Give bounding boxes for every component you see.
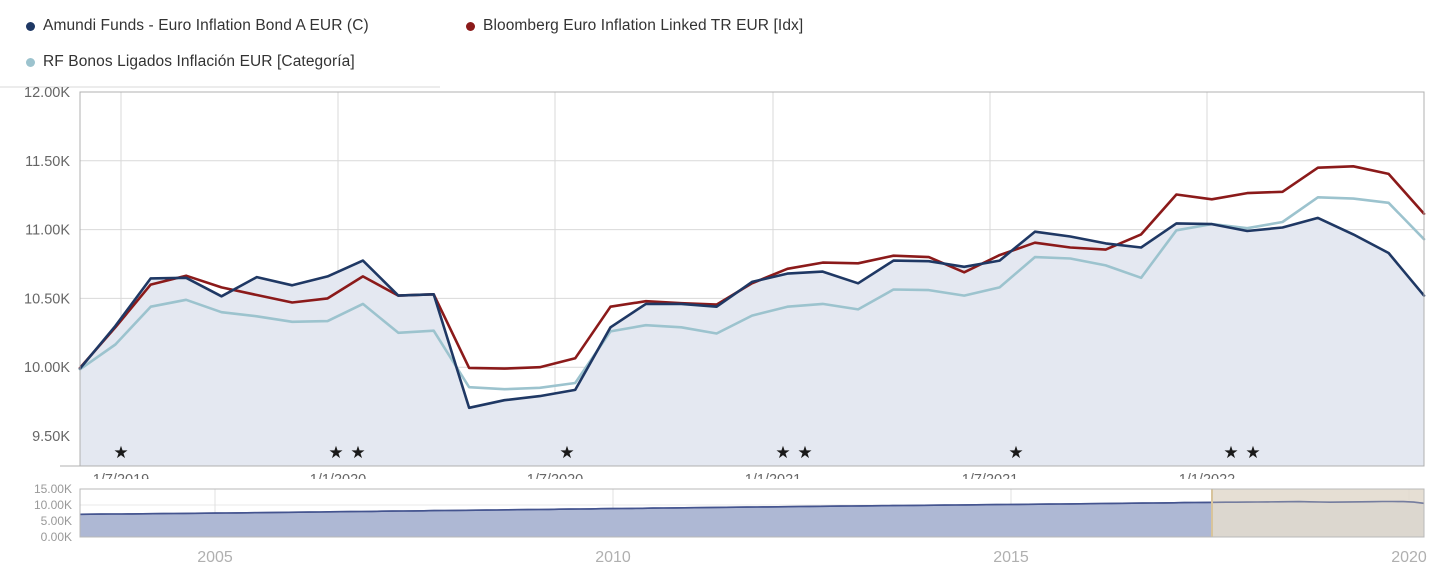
navigator-frame — [79, 488, 1425, 538]
y-axis-tick-label: 9.50K — [32, 429, 70, 445]
navigator-x-tick-label: 2020 — [1391, 549, 1427, 566]
x-axis-tick-label: 1/7/2020 — [527, 472, 583, 479]
y-axis-tick-label: 11.00K — [25, 223, 70, 239]
series-dot-icon — [466, 21, 475, 31]
dividend-star-marker: ★ — [797, 443, 812, 463]
navigator-x-tick-label: 2005 — [197, 549, 233, 566]
main-series-lines — [78, 165, 1426, 410]
fund-area-fill — [80, 217, 1424, 466]
legend-label-fund: Amundi Funds - Euro Inflation Bond A EUR… — [43, 17, 369, 34]
legend-label-index: Bloomberg Euro Inflation Linked TR EUR [… — [483, 17, 804, 34]
main-chart[interactable]: 9.50K 10.00K 10.50K 11.00K 11.50K 12.00K 1/7/… — [0, 84, 1440, 479]
navigator-selection-window[interactable] — [79, 488, 1425, 538]
main-y-axis: 9.50K 10.00K 10.50K 11.00K 11.50K 12.00K — [24, 85, 70, 445]
navigator-svg: 0.00K 5.00K 10.00K 15.00K 2005 2010 2015 2020 — [34, 482, 1427, 566]
navigator-y-tick-label: 5.00K — [41, 514, 72, 528]
main-star-markers: ★ ★ ★ ★ ★ ★ ★ ★ ★ — [113, 443, 1260, 463]
dividend-star-marker: ★ — [1223, 443, 1238, 463]
x-axis-tick-label: 1/1/2021 — [745, 472, 801, 479]
range-navigator[interactable]: 0.00K 5.00K 10.00K 15.00K 2005 2010 2015 2020 — [0, 479, 1440, 584]
dividend-star-marker: ★ — [328, 443, 343, 463]
chart-legend: Amundi Funds - Euro Inflation Bond A EUR… — [0, 0, 1440, 84]
dividend-star-marker: ★ — [113, 443, 128, 463]
series-line — [78, 216, 1426, 410]
y-axis-tick-label: 12.00K — [24, 85, 70, 101]
navigator-x-axis: 2005 2010 2015 2020 — [197, 549, 1427, 566]
y-axis-tick-label: 11.50K — [25, 154, 70, 170]
legend-label-category: RF Bonos Ligados Inflación EUR [Categorí… — [43, 53, 355, 70]
navigator-y-tick-label: 0.00K — [41, 530, 72, 544]
navigator-selected-range[interactable] — [1211, 488, 1425, 538]
main-plot-frame — [60, 91, 1425, 467]
dividend-star-marker: ★ — [1008, 443, 1023, 463]
x-axis-tick-label: 1/1/2022 — [1179, 472, 1235, 479]
dividend-star-marker: ★ — [775, 443, 790, 463]
navigator-x-tick-label: 2010 — [595, 549, 631, 566]
series-line — [78, 196, 1426, 391]
y-axis-tick-label: 10.00K — [24, 360, 70, 376]
legend-item-fund[interactable]: Amundi Funds - Euro Inflation Bond A EUR… — [26, 17, 369, 35]
dividend-star-marker: ★ — [1245, 443, 1260, 463]
main-x-axis: 1/7/2019 1/1/2020 1/7/2020 1/1/2021 1/7/2021… — [93, 472, 1235, 479]
legend-item-index[interactable]: Bloomberg Euro Inflation Linked TR EUR [… — [466, 17, 803, 35]
dividend-star-marker: ★ — [350, 443, 365, 463]
x-axis-tick-label: 1/7/2021 — [962, 472, 1018, 479]
main-chart-svg: 9.50K 10.00K 10.50K 11.00K 11.50K 12.00K 1/7/… — [0, 85, 1426, 479]
legend-item-category[interactable]: RF Bonos Ligados Inflación EUR [Categorí… — [26, 53, 355, 71]
series-dot-icon — [26, 21, 35, 31]
x-axis-tick-label: 1/7/2019 — [93, 472, 149, 479]
x-axis-tick-label: 1/1/2020 — [310, 472, 366, 479]
navigator-y-tick-label: 15.00K — [34, 482, 72, 496]
y-axis-tick-label: 10.50K — [24, 291, 70, 307]
navigator-x-tick-label: 2015 — [993, 549, 1029, 566]
navigator-y-tick-label: 10.00K — [34, 498, 72, 512]
navigator-selection-shade[interactable] — [1212, 489, 1424, 537]
dividend-star-marker: ★ — [559, 443, 574, 463]
series-dot-icon — [26, 57, 35, 67]
navigator-y-axis: 0.00K 5.00K 10.00K 15.00K — [34, 482, 72, 544]
